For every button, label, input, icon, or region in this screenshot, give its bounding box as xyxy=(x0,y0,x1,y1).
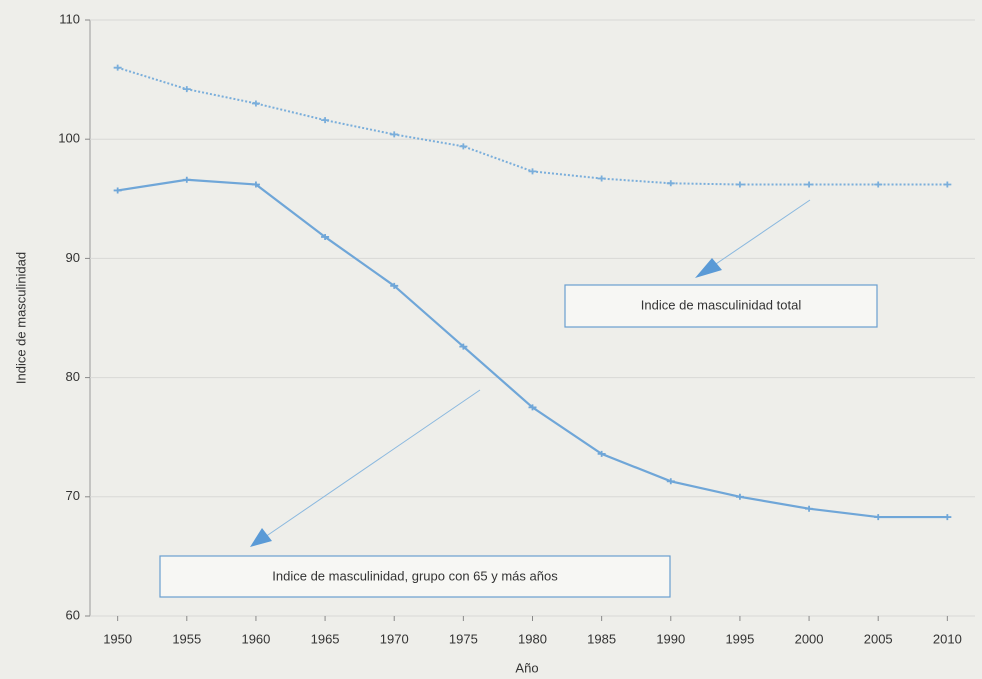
data-point xyxy=(735,181,744,188)
x-tick-label: 2010 xyxy=(933,631,962,646)
annotation-arrow xyxy=(264,389,481,538)
x-tick-label: 1955 xyxy=(172,631,201,646)
data-point xyxy=(735,493,744,500)
x-tick-label: 1975 xyxy=(449,631,478,646)
data-point xyxy=(459,343,468,350)
arrow-head xyxy=(695,258,722,278)
x-tick-label: 1995 xyxy=(725,631,754,646)
data-point xyxy=(321,233,330,240)
annotation-arrow xyxy=(709,199,811,269)
y-tick-label: 60 xyxy=(66,607,80,622)
annotation-box xyxy=(564,284,878,328)
y-tick-label: 80 xyxy=(66,369,80,384)
arrow-head xyxy=(250,528,272,547)
data-point xyxy=(874,181,883,188)
data-point xyxy=(182,176,191,183)
y-tick-label: 110 xyxy=(59,11,80,26)
x-tick-label: 1985 xyxy=(587,631,616,646)
data-point xyxy=(805,181,814,188)
x-tick-label: 1960 xyxy=(241,631,270,646)
data-point xyxy=(390,282,399,289)
data-point xyxy=(597,175,606,182)
data-point xyxy=(528,404,537,411)
data-point xyxy=(666,180,675,187)
data-point xyxy=(251,181,260,188)
x-tick-label: 1990 xyxy=(656,631,685,646)
y-tick-label: 100 xyxy=(58,131,80,146)
data-point xyxy=(805,505,814,512)
x-tick-label: 2000 xyxy=(795,631,824,646)
x-tick-label: 1965 xyxy=(311,631,340,646)
data-point xyxy=(874,514,883,521)
data-point xyxy=(459,143,468,150)
data-point xyxy=(597,450,606,457)
x-tick-label: 1980 xyxy=(518,631,547,646)
data-point xyxy=(182,86,191,93)
data-point xyxy=(528,168,537,175)
data-point xyxy=(666,478,675,485)
annotation-text: Indice de masculinidad, grupo con 65 y m… xyxy=(272,568,558,583)
x-tick-label: 2005 xyxy=(864,631,893,646)
data-point xyxy=(113,64,122,71)
annotation-text: Indice de masculinidad total xyxy=(641,297,802,312)
data-point xyxy=(943,514,952,521)
y-tick-label: 70 xyxy=(66,488,80,503)
data-point xyxy=(113,187,122,194)
x-tick-label: 1970 xyxy=(380,631,409,646)
x-axis-label: Año xyxy=(515,660,538,675)
x-tick-label: 1950 xyxy=(103,631,132,646)
data-point xyxy=(251,100,260,107)
y-axis-label: Indice de masculinidad xyxy=(13,252,28,384)
data-point xyxy=(321,117,330,124)
data-point xyxy=(390,131,399,138)
annotation-box xyxy=(159,555,671,598)
y-tick-label: 90 xyxy=(66,250,80,265)
data-point xyxy=(943,181,952,188)
